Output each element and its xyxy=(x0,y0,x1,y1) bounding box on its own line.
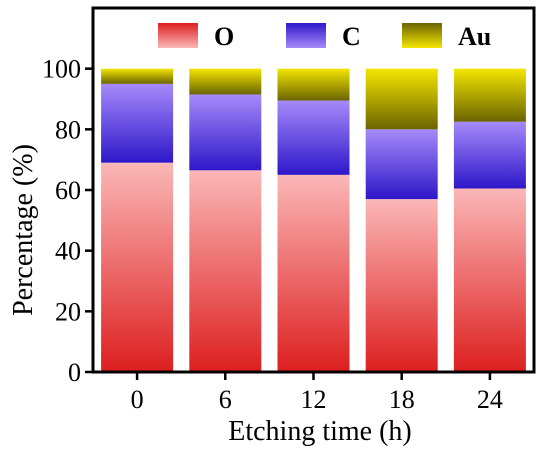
x-tick-label: 24 xyxy=(477,385,503,414)
bar-c-24 xyxy=(453,121,526,189)
legend-swatch-c xyxy=(286,23,326,48)
legend-label-c: C xyxy=(342,22,361,51)
legend-label-o: O xyxy=(214,22,234,51)
legend-label-au: Au xyxy=(458,22,491,51)
bar-o-6 xyxy=(189,170,262,372)
x-axis-title: Etching time (h) xyxy=(228,416,412,447)
legend-swatch-au xyxy=(402,23,442,48)
bar-au-12 xyxy=(277,68,350,101)
y-tick-label: 60 xyxy=(55,176,81,205)
x-tick-label: 18 xyxy=(389,385,415,414)
x-tick-label: 6 xyxy=(219,385,232,414)
bar-c-18 xyxy=(365,129,438,200)
y-tick-label: 0 xyxy=(68,358,81,387)
bar-o-24 xyxy=(453,188,526,372)
bar-au-0 xyxy=(101,68,174,84)
x-axis: 0 6 12 18 24 xyxy=(131,372,503,414)
legend-swatch-o xyxy=(158,23,198,48)
legend: O C Au xyxy=(158,22,491,51)
x-tick-label: 0 xyxy=(131,385,144,414)
bar-o-18 xyxy=(365,199,438,372)
x-tick-label: 12 xyxy=(301,385,327,414)
y-axis: 0 20 40 60 80 100 xyxy=(42,55,93,387)
y-tick-label: 20 xyxy=(55,297,81,326)
bar-au-18 xyxy=(365,68,438,130)
bars-layer xyxy=(101,68,526,372)
bar-o-0 xyxy=(101,162,174,372)
y-tick-label: 40 xyxy=(55,237,81,266)
y-tick-label: 100 xyxy=(42,55,81,84)
bar-c-12 xyxy=(277,100,350,175)
bar-au-24 xyxy=(453,68,526,122)
bar-c-6 xyxy=(189,94,262,171)
bar-au-6 xyxy=(189,68,262,95)
y-tick-label: 80 xyxy=(55,115,81,144)
y-axis-title: Percentage (%) xyxy=(8,144,39,316)
bar-o-12 xyxy=(277,174,350,372)
bar-c-0 xyxy=(101,83,174,163)
